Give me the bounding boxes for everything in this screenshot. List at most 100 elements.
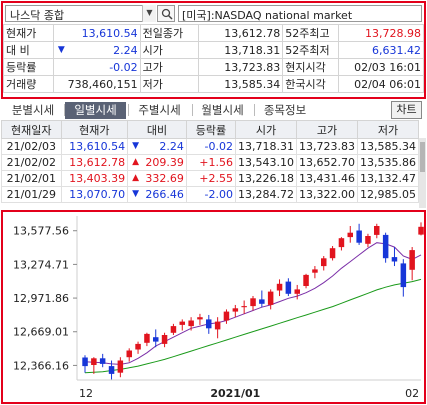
vertical-scrollbar[interactable]	[419, 138, 426, 208]
change-cell: ▲ 209.39	[127, 154, 187, 171]
high-value: 13,723.83	[197, 58, 284, 76]
cell-text: 저가	[142, 78, 163, 91]
cell-text: 대 비	[6, 44, 30, 57]
candle-body	[329, 248, 336, 259]
high-cell: 13,652.70	[295, 154, 358, 171]
cell-text: 한국시각	[285, 78, 326, 91]
cell-text: 13,070.70	[69, 188, 126, 201]
cell-text: 13,718.31	[238, 140, 294, 153]
candle-body	[259, 299, 265, 304]
chevron-down-icon[interactable]: ▼	[142, 5, 156, 22]
down-arrow-icon: ▼	[132, 141, 140, 151]
candle-body	[267, 291, 274, 305]
change-label: 대 비	[3, 41, 54, 59]
candle-body	[223, 311, 230, 321]
volume-label: 거래량	[3, 75, 54, 93]
volume-value: 738,460,151	[52, 75, 141, 93]
cell-text: -0.02	[109, 60, 138, 74]
table-row[interactable]: 21/01/29 13,070.70 ▼ 266.46 -2.00 13,284.72 13…	[1, 186, 420, 203]
cell-text: 13,585.34	[360, 140, 416, 153]
high-label: 고가	[139, 58, 199, 76]
prev-close-label: 전일종가	[139, 24, 199, 42]
candle-body	[117, 360, 124, 373]
change-value: ▼ 2.24	[52, 41, 141, 59]
down-arrow-icon: ▼	[132, 189, 140, 199]
cell-text: 12,985.05	[360, 188, 416, 201]
column-header[interactable]: 저가	[356, 120, 420, 139]
table-row[interactable]: 21/02/02 13,612.78 ▲ 209.39 +1.56 13,543.10 13…	[1, 154, 420, 171]
table-row[interactable]: 21/02/03 13,610.54 ▼ 2.24 -0.02 13,718.31 13,7…	[1, 138, 420, 155]
cell-text: 52주최고	[285, 27, 330, 40]
high-cell: 13,723.83	[295, 138, 358, 155]
quote-summary-row: 거래량 738,460,151 저가 13,585.34 한국시각 02/04 06:01	[3, 75, 424, 93]
low-cell: 13,132.47	[356, 170, 420, 187]
cell-text: 13,543.10	[238, 156, 294, 169]
candle-body	[170, 326, 177, 333]
candle-body	[99, 358, 106, 364]
candle-body	[338, 238, 345, 248]
cell-text: 전일종가	[142, 27, 184, 40]
chart-button[interactable]: 차트	[391, 101, 422, 119]
up-arrow-icon: ▲	[132, 157, 140, 167]
cell-text: 13,585.34	[224, 77, 281, 91]
open-cell: 13,718.31	[235, 138, 297, 155]
cell-text: 13,612.78	[224, 26, 281, 40]
current-price-label: 현재가	[3, 24, 54, 42]
cell-text: 21/02/01	[6, 172, 56, 185]
tab-daily-quotes[interactable]: 일별시세	[65, 102, 126, 119]
cell-text: 13,284.72	[238, 188, 294, 201]
cell-text: -2.00	[204, 188, 233, 201]
down-arrow-icon: ▼	[57, 44, 65, 55]
column-header[interactable]: 시가	[235, 120, 297, 139]
candle-body	[82, 357, 88, 367]
column-header[interactable]: 고가	[295, 120, 358, 139]
candle-body	[126, 350, 132, 358]
x-tick-label: 12	[79, 387, 93, 400]
tab-monthly-quotes[interactable]: 월별시세	[201, 103, 244, 117]
column-header[interactable]: 현재일자	[1, 120, 62, 139]
52w-high-value: 13,728.98	[338, 24, 424, 42]
tab-divider	[192, 104, 193, 116]
cell-text: 13,610.54	[81, 26, 138, 40]
table-row[interactable]: 21/02/01 13,403.39 ▲ 332.69 +2.55 13,226.18 13…	[1, 170, 420, 187]
local-time-value: 02/03 16:01	[338, 58, 424, 76]
date-cell: 21/02/01	[1, 170, 62, 187]
cell-text: 13,728.98	[365, 26, 421, 40]
y-tick-label: 12,366.16	[13, 359, 69, 372]
low-cell: 13,585.34	[356, 138, 420, 155]
search-button[interactable]	[157, 5, 175, 22]
close-cell: 13,612.78	[60, 154, 129, 171]
cell-text: 21/02/02	[6, 156, 56, 169]
candle-body	[321, 258, 327, 267]
column-header[interactable]: 대비	[127, 120, 187, 139]
korea-time-label: 한국시각	[282, 75, 340, 93]
change-rate-value: -0.02	[52, 58, 141, 76]
change-cell: ▼ 2.24	[127, 138, 187, 155]
tab-minute-quotes[interactable]: 분별시세	[11, 103, 55, 117]
tab-stock-info[interactable]: 종목정보	[263, 103, 307, 117]
rate-cell: -2.00	[185, 186, 237, 203]
scrollbar-thumb[interactable]	[420, 142, 425, 172]
close-cell: 13,070.70	[60, 186, 129, 203]
column-header[interactable]: 등락률	[185, 120, 237, 139]
low-value: 13,585.34	[197, 75, 284, 93]
search-row: 나스닥 종합 ▼ [미국]:NASDAQ national market	[3, 3, 424, 24]
candle-body	[347, 232, 353, 238]
candle-body	[188, 320, 194, 327]
candle-body	[356, 230, 362, 243]
tab-weekly-quotes[interactable]: 주별시세	[138, 103, 181, 117]
cell-text: -0.02	[204, 140, 233, 153]
moving-average-long-line	[84, 278, 422, 374]
instrument-name-field[interactable]: [미국]:NASDAQ national market	[178, 5, 422, 22]
cell-text: 209.39	[145, 156, 184, 169]
x-tick-label: 2021/01	[210, 387, 260, 400]
market-select[interactable]: 나스닥 종합 ▼	[5, 5, 156, 22]
column-header[interactable]: 현재가	[60, 120, 129, 139]
quote-summary-row: 등락률 -0.02 고가 13,723.83 현지시각 02/03 16:01	[3, 58, 424, 76]
x-tick-label: 02	[405, 387, 419, 400]
cell-text: +1.56	[199, 156, 233, 169]
candlestick-chart[interactable]: 13,577.56 13,274.71 12,971.86 12,669.01 12,3…	[3, 212, 424, 402]
low-cell: 13,535.86	[356, 154, 420, 171]
high-cell: 13,322.00	[295, 186, 358, 203]
candle-body	[197, 317, 203, 320]
